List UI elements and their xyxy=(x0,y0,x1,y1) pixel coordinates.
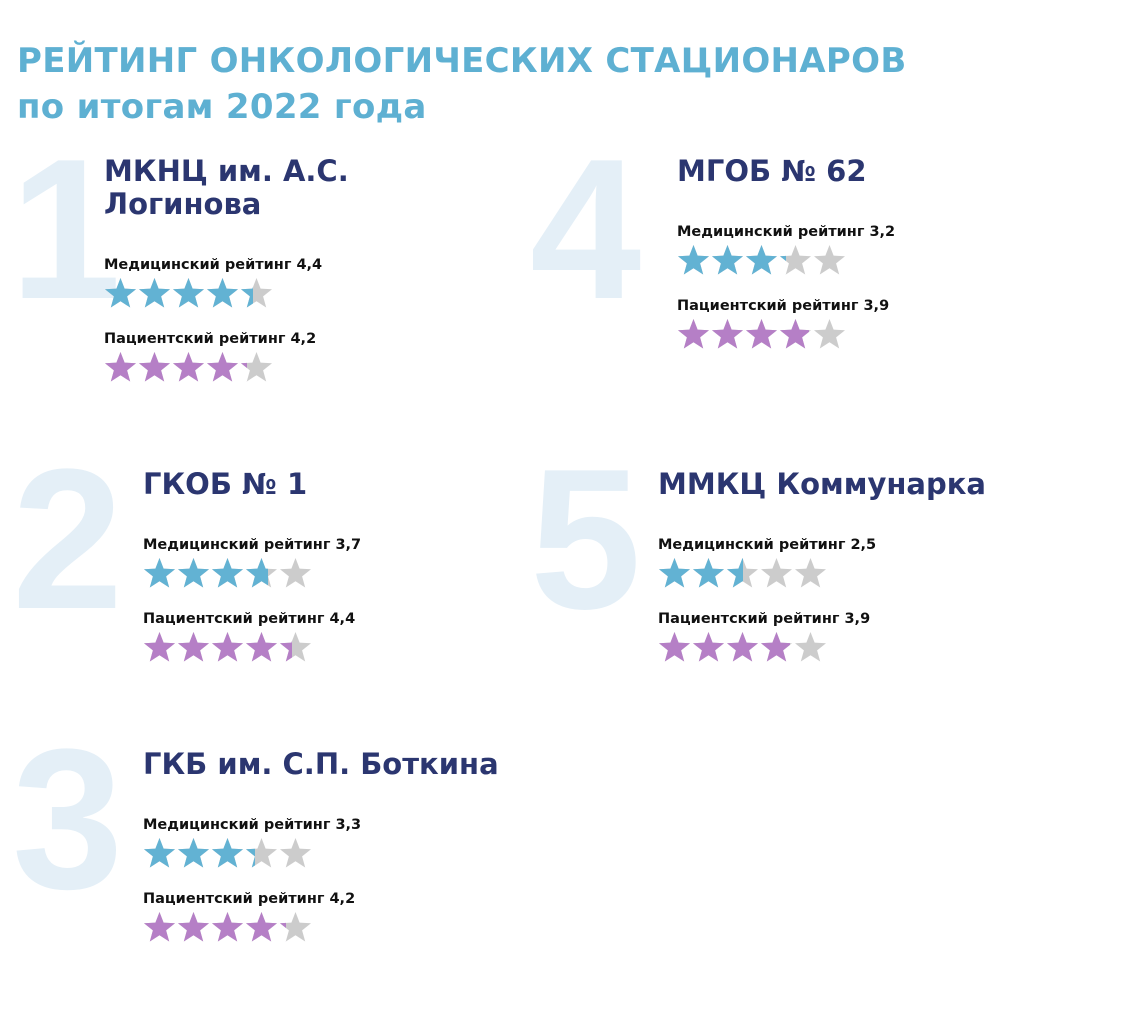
star-icon xyxy=(794,631,827,663)
rank-number: 3 xyxy=(12,708,124,931)
star-icon xyxy=(143,911,176,943)
rank-number: 4 xyxy=(530,118,642,341)
star-icon xyxy=(138,351,171,383)
title-line-1: РЕЙТИНГ ОНКОЛОГИЧЕСКИХ СТАЦИОНАРОВ xyxy=(17,41,907,81)
star-icon xyxy=(760,557,793,589)
star-icon xyxy=(143,557,176,589)
star-icon xyxy=(211,911,244,943)
medical-rating-stars xyxy=(143,557,312,589)
star-icon xyxy=(726,631,759,663)
medical-rating-label: Медицинский рейтинг 3,7 xyxy=(143,537,362,553)
medical-rating-label: Медицинский рейтинг 4,4 xyxy=(104,257,323,273)
star-icon xyxy=(279,911,312,943)
star-icon xyxy=(279,557,312,589)
patient-rating-label: Пациентский рейтинг 4,2 xyxy=(143,891,356,907)
star-icon xyxy=(745,318,778,350)
star-icon xyxy=(143,631,176,663)
star-icon xyxy=(658,557,691,589)
rank-number: 2 xyxy=(12,428,124,651)
star-icon xyxy=(104,351,137,383)
star-icon xyxy=(177,837,210,869)
star-icon xyxy=(760,631,793,663)
star-icon xyxy=(177,631,210,663)
medical-rating-label: Медицинский рейтинг 2,5 xyxy=(658,537,877,553)
patient-rating-stars xyxy=(677,318,846,350)
star-icon xyxy=(813,244,846,276)
hospital-name: ГКОБ № 1 xyxy=(143,467,308,501)
star-icon xyxy=(813,318,846,350)
medical-rating-stars xyxy=(677,244,846,276)
medical-rating-stars xyxy=(104,277,273,309)
hospital-name: ММКЦ Коммунарка xyxy=(658,467,986,501)
star-icon xyxy=(143,837,176,869)
patient-rating-stars xyxy=(143,911,312,943)
star-icon xyxy=(240,351,273,383)
star-icon xyxy=(692,631,725,663)
star-icon xyxy=(206,277,239,309)
star-icon xyxy=(172,277,205,309)
star-icon xyxy=(172,351,205,383)
patient-rating-label: Пациентский рейтинг 3,9 xyxy=(677,298,890,314)
patient-rating-stars xyxy=(658,631,827,663)
star-icon xyxy=(692,557,725,589)
star-icon xyxy=(245,631,278,663)
rank-number: 1 xyxy=(10,118,122,341)
medical-rating-stars xyxy=(658,557,827,589)
star-icon xyxy=(745,244,778,276)
star-icon xyxy=(245,837,278,869)
rank-number: 5 xyxy=(530,428,642,651)
hospital-name: ГКБ им. С.П. Боткина xyxy=(143,747,499,781)
patient-rating-label: Пациентский рейтинг 3,9 xyxy=(658,611,871,627)
star-icon xyxy=(240,277,273,309)
star-icon xyxy=(211,631,244,663)
star-icon xyxy=(677,318,710,350)
patient-rating-stars xyxy=(104,351,273,383)
star-icon xyxy=(245,557,278,589)
star-icon xyxy=(726,557,759,589)
patient-rating-label: Пациентский рейтинг 4,4 xyxy=(143,611,356,627)
star-icon xyxy=(211,557,244,589)
patient-rating-stars xyxy=(143,631,312,663)
page-title: РЕЙТИНГ ОНКОЛОГИЧЕСКИХ СТАЦИОНАРОВ по ит… xyxy=(17,38,907,130)
star-icon xyxy=(279,631,312,663)
hospital-name: МКНЦ им. А.С. Логинова xyxy=(104,154,349,221)
star-icon xyxy=(211,837,244,869)
star-icon xyxy=(658,631,691,663)
medical-rating-label: Медицинский рейтинг 3,3 xyxy=(143,817,362,833)
star-icon xyxy=(177,557,210,589)
star-icon xyxy=(138,277,171,309)
title-line-2: по итогам 2022 года xyxy=(17,87,427,127)
star-icon xyxy=(677,244,710,276)
star-icon xyxy=(711,244,744,276)
star-icon xyxy=(794,557,827,589)
hospital-name: МГОБ № 62 xyxy=(677,154,867,188)
star-icon xyxy=(177,911,210,943)
star-icon xyxy=(104,277,137,309)
star-icon xyxy=(245,911,278,943)
medical-rating-stars xyxy=(143,837,312,869)
star-icon xyxy=(779,244,812,276)
star-icon xyxy=(279,837,312,869)
star-icon xyxy=(206,351,239,383)
patient-rating-label: Пациентский рейтинг 4,2 xyxy=(104,331,317,347)
star-icon xyxy=(779,318,812,350)
star-icon xyxy=(711,318,744,350)
medical-rating-label: Медицинский рейтинг 3,2 xyxy=(677,224,896,240)
